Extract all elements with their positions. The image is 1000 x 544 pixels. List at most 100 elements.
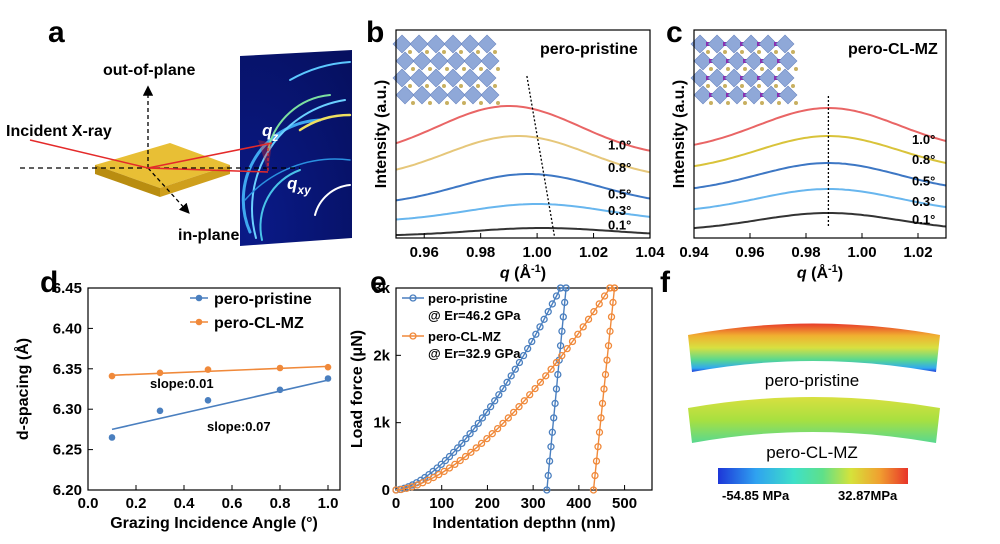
slope-annotation-pristine: slope:0.07 xyxy=(207,419,271,434)
x-tick-label: 0.98 xyxy=(791,244,820,261)
data-point xyxy=(552,358,561,367)
legend-sublabel: @ Er=46.2 GPa xyxy=(428,308,521,323)
octahedron xyxy=(429,51,449,71)
panel-a-schematic: a out-of-plane in-plane xyxy=(6,16,352,246)
data-point xyxy=(491,397,499,405)
y-tick-label: 1k xyxy=(373,415,390,432)
data-point xyxy=(515,358,524,367)
a-site-cation xyxy=(740,50,744,54)
data-point xyxy=(606,327,614,335)
octahedron xyxy=(727,51,747,71)
x-tick-label: 100 xyxy=(429,495,454,512)
data-point xyxy=(276,364,284,372)
legend-label: pero-pristine xyxy=(428,291,507,306)
a-site-cation xyxy=(476,84,480,88)
data-point xyxy=(449,448,458,456)
data-point xyxy=(429,473,438,482)
a-site-cation xyxy=(462,67,466,71)
panel-e-chart: e 0 100 200 300 400 500 0 1k 2k 3k Indentation dep… xyxy=(349,266,653,532)
data-point xyxy=(472,444,480,452)
y-tick-label: 2k xyxy=(373,347,390,364)
octahedron xyxy=(724,68,744,88)
data-point xyxy=(466,430,474,438)
plot-frame xyxy=(693,29,947,239)
a-site-cation xyxy=(706,84,710,88)
data-point xyxy=(558,352,566,360)
data-point xyxy=(547,443,555,451)
a-site-cation xyxy=(740,84,744,88)
data-point xyxy=(510,408,518,417)
y-tick-label: 6.35 xyxy=(53,361,82,378)
data-point xyxy=(324,363,332,371)
octahedron xyxy=(744,51,764,71)
y-tick-label: 6.40 xyxy=(53,320,82,337)
a-site-cation xyxy=(743,101,747,105)
a-site-cation xyxy=(774,50,778,54)
a-site-cation xyxy=(459,50,463,54)
a-site-cation xyxy=(462,101,466,105)
data-point xyxy=(108,434,116,441)
x-tick-label: 0 xyxy=(392,495,400,512)
data-point xyxy=(441,456,450,465)
data-point xyxy=(532,330,540,338)
data-point xyxy=(445,452,454,461)
data-point xyxy=(461,452,470,461)
fit-line xyxy=(111,365,329,377)
data-point xyxy=(324,375,332,382)
a-site-cation xyxy=(757,50,761,54)
data-point xyxy=(440,467,448,476)
x-tick-label: 1.00 xyxy=(523,244,552,261)
panel-d-letter: d xyxy=(40,266,58,299)
legend-marker xyxy=(195,318,203,326)
a-site-cation xyxy=(726,67,730,71)
series-line-0.3° xyxy=(693,188,947,211)
panel-c-title: pero-CL-MZ xyxy=(848,41,938,58)
series-line-0.3° xyxy=(395,203,651,221)
series-line-0.8° xyxy=(395,135,651,174)
octahedron xyxy=(409,68,429,88)
a-site-cation xyxy=(757,84,761,88)
data-point xyxy=(544,471,552,480)
y-tick-label: 6.25 xyxy=(53,442,82,459)
legend-label: pero-CL-MZ xyxy=(428,329,501,344)
stress-beam-clmz-label: pero-CL-MZ xyxy=(766,443,858,462)
a-site-cation xyxy=(791,50,795,54)
a-site-cation xyxy=(496,67,500,71)
data-point xyxy=(542,372,550,380)
data-point xyxy=(474,419,482,428)
data-point xyxy=(486,403,495,411)
data-point xyxy=(204,366,212,373)
octahedron xyxy=(761,85,781,105)
a-site-cation xyxy=(428,101,432,105)
octahedron xyxy=(443,68,463,88)
data-point xyxy=(504,414,512,422)
octahedron xyxy=(446,51,466,71)
a-site-cation xyxy=(428,67,432,71)
data-point xyxy=(483,434,491,443)
legend-label: pero-CL-MZ xyxy=(214,315,304,332)
data-point xyxy=(507,372,515,380)
x-tick-label: 0.0 xyxy=(78,495,99,512)
a-site-cation xyxy=(709,67,713,71)
data-point xyxy=(437,460,445,469)
legend-label: pero-pristine xyxy=(214,291,312,308)
panel-c-letter: c xyxy=(666,16,683,49)
x-axis-label: Grazing Incidence Angle (°) xyxy=(110,515,318,532)
x-axis-label: q (Å-1) xyxy=(500,263,546,282)
x-tick-label: 400 xyxy=(566,495,591,512)
plot-frame xyxy=(395,29,651,239)
x-tick-label: 200 xyxy=(475,495,500,512)
series-line-0.5° xyxy=(693,162,947,190)
a-site-cation xyxy=(777,101,781,105)
x-tick-label: 0.96 xyxy=(735,244,764,261)
data-point xyxy=(559,313,567,321)
series-label: 0.3° xyxy=(608,203,631,218)
panel-a-letter: a xyxy=(48,16,65,49)
octahedron xyxy=(463,51,483,71)
y-tick-label: 6.30 xyxy=(53,401,82,418)
a-site-cation xyxy=(408,84,412,88)
x-tick-label: 0.4 xyxy=(174,495,196,512)
x-tick-label: 300 xyxy=(521,495,546,512)
data-point xyxy=(584,315,593,323)
